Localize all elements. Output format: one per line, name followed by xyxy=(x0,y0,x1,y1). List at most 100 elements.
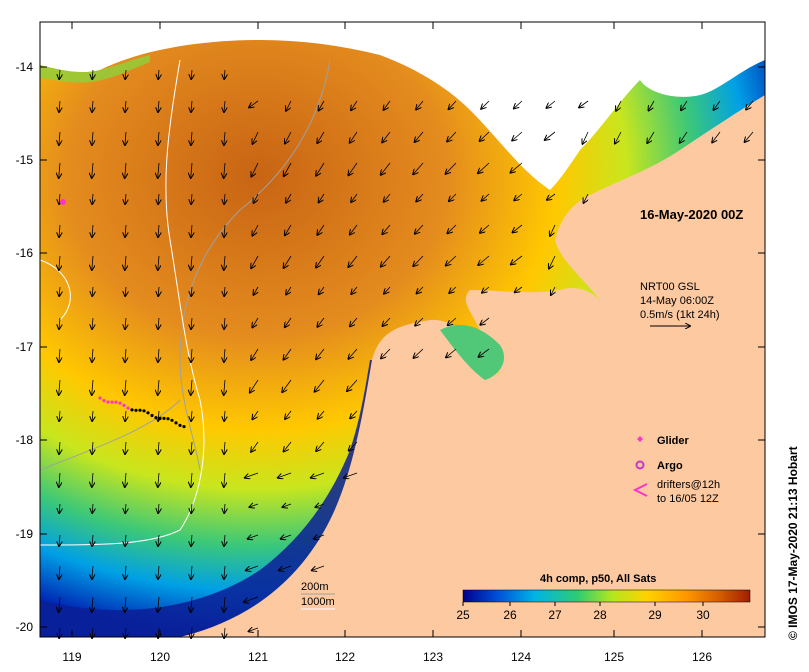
current-arrow xyxy=(224,596,225,612)
current-arrow xyxy=(92,348,93,362)
current-arrow xyxy=(191,410,192,421)
colorbar-title: 4h comp, p50, All Sats xyxy=(540,573,656,585)
current-arrow xyxy=(381,162,391,175)
current-arrow xyxy=(312,565,325,570)
current-info-line3: 0.5m/s (1kt 24h) xyxy=(640,309,719,321)
current-arrow xyxy=(253,131,259,144)
legend: Glider Argo drifters@12h to 16/05 12Z xyxy=(632,435,720,505)
current-arrow xyxy=(515,286,523,292)
current-arrow xyxy=(92,503,93,513)
current-arrow xyxy=(125,131,126,145)
current-arrow xyxy=(344,472,358,478)
current-arrow xyxy=(446,162,457,174)
glider-track-point xyxy=(150,413,154,418)
current-arrow xyxy=(158,100,159,112)
current-arrow xyxy=(92,131,93,145)
current-arrow xyxy=(480,131,490,141)
glider-track-point xyxy=(146,411,150,415)
current-arrow xyxy=(649,100,655,111)
lat-tick-label: -16 xyxy=(16,246,34,260)
current-arrow xyxy=(158,441,159,454)
lon-tick-label: 119 xyxy=(62,650,81,664)
current-arrow xyxy=(191,317,192,329)
current-arrow xyxy=(191,224,192,237)
current-arrow xyxy=(59,162,60,178)
current-arrow xyxy=(224,131,225,145)
current-arrow xyxy=(351,100,358,110)
lon-tick-label: 123 xyxy=(423,650,443,664)
glider-marker xyxy=(60,199,66,205)
lat-tick-label: -15 xyxy=(16,153,34,167)
current-arrow xyxy=(480,224,490,233)
lon-tick-label: 125 xyxy=(604,650,624,664)
legend-drifters-2: to 16/05 12Z xyxy=(657,493,719,505)
isobath-label-200m: 200m xyxy=(301,581,329,593)
lat-tick-label: -18 xyxy=(16,433,34,447)
current-arrow xyxy=(413,255,424,266)
current-arrow xyxy=(59,410,60,421)
current-arrow xyxy=(447,224,457,233)
current-arrow xyxy=(615,131,622,144)
colorbar-tick-label: 28 xyxy=(593,608,607,622)
current-arrow xyxy=(579,100,589,108)
current-vectors xyxy=(59,69,754,638)
current-arrow xyxy=(416,193,424,201)
current-arrow xyxy=(381,255,391,267)
current-arrow xyxy=(681,100,688,110)
current-arrow xyxy=(284,441,292,452)
current-arrow xyxy=(125,410,126,421)
current-arrow xyxy=(158,348,159,362)
current-arrow xyxy=(191,565,192,579)
colorbar-tick-label: 26 xyxy=(503,608,517,622)
current-arrow xyxy=(224,472,225,487)
legend-glider: Glider xyxy=(657,435,690,447)
current-arrow xyxy=(92,472,93,487)
current-arrow xyxy=(351,193,358,202)
current-arrow xyxy=(584,193,589,203)
current-arrow xyxy=(125,348,126,362)
current-arrow xyxy=(59,100,60,112)
current-arrow xyxy=(158,193,159,204)
current-arrow xyxy=(446,348,457,357)
current-arrow xyxy=(92,565,93,579)
isobath-200m xyxy=(179,59,331,471)
current-arrow xyxy=(416,100,424,110)
isobath-1000m-b xyxy=(39,259,71,321)
current-arrow xyxy=(745,131,754,142)
current-arrow xyxy=(647,131,655,143)
lat-tick-label: -19 xyxy=(16,527,34,541)
current-arrow xyxy=(347,379,358,391)
current-arrow xyxy=(59,224,60,237)
current-arrow xyxy=(59,596,60,612)
current-arrow xyxy=(285,410,292,419)
current-arrow xyxy=(224,69,225,79)
current-arrow xyxy=(125,69,126,79)
current-arrow xyxy=(125,100,126,112)
current-arrow xyxy=(279,565,292,570)
current-arrow xyxy=(286,286,291,295)
current-arrow xyxy=(191,503,192,513)
current-arrow xyxy=(513,224,523,232)
current-arrow xyxy=(447,131,457,142)
current-arrow xyxy=(350,131,358,143)
current-arrow xyxy=(92,193,93,204)
current-arrow xyxy=(59,69,60,79)
current-arrow xyxy=(59,534,60,546)
current-arrow xyxy=(191,286,192,296)
current-arrow xyxy=(59,286,60,296)
current-arrow xyxy=(480,317,490,325)
current-arrow xyxy=(125,534,126,546)
colorbar-tick-label: 27 xyxy=(548,608,562,622)
current-arrow xyxy=(680,131,688,143)
current-arrow xyxy=(251,441,259,452)
current-arrow xyxy=(224,627,225,638)
current-arrow xyxy=(92,379,93,395)
glider-track-point xyxy=(134,408,138,412)
current-arrow xyxy=(245,472,259,478)
current-arrow xyxy=(224,100,225,112)
lon-tick-label: 124 xyxy=(511,650,531,664)
warm-tongue xyxy=(440,325,505,380)
current-arrow xyxy=(92,69,93,79)
current-arrow xyxy=(191,379,192,395)
current-arrow xyxy=(224,441,225,454)
